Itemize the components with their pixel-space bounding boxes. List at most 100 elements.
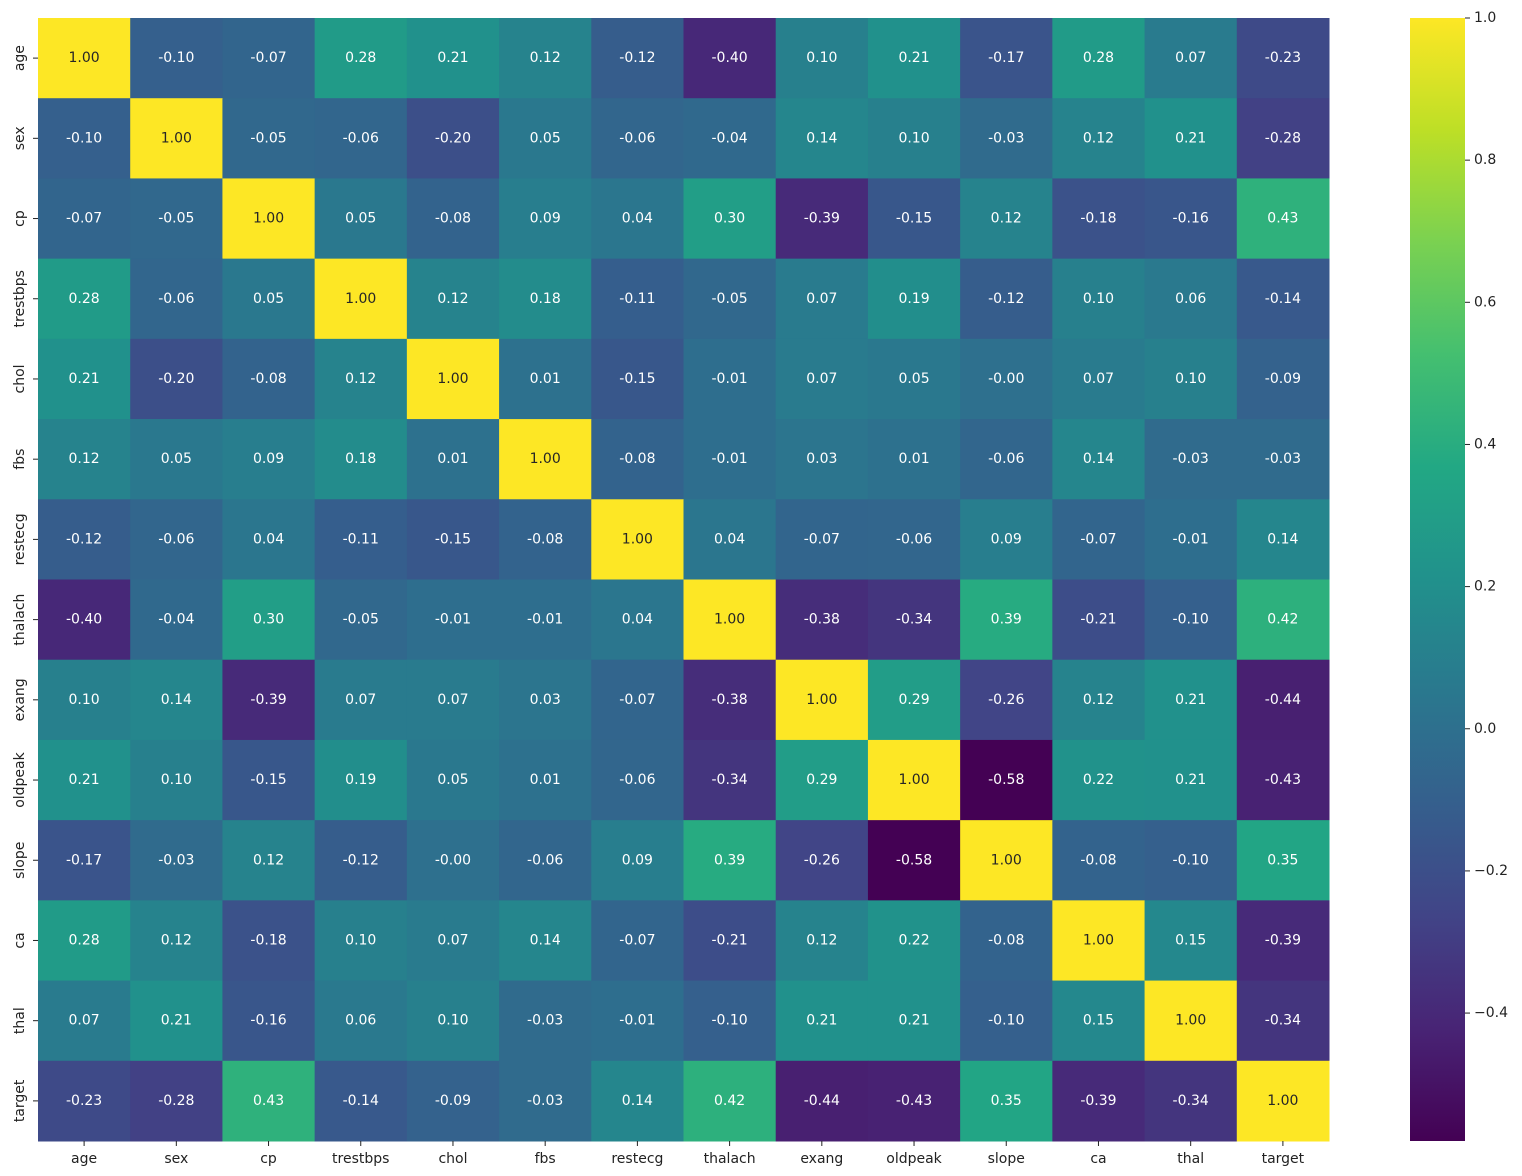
heatmap-cell <box>1236 178 1330 260</box>
cell-label: 0.09 <box>530 211 561 227</box>
cell-label: -0.12 <box>619 50 655 66</box>
cell-label: 0.12 <box>991 211 1022 227</box>
y-tick-label: thal <box>12 1007 28 1034</box>
cell-label: -0.39 <box>1080 1093 1116 1109</box>
cell-label: 0.39 <box>714 852 745 868</box>
heatmap-cell <box>314 820 408 901</box>
colorbar-tick-label: 0.8 <box>1474 152 1496 168</box>
heatmap-cell <box>1052 18 1146 99</box>
cell-label: 0.05 <box>530 130 561 146</box>
cell-label: -0.58 <box>988 772 1024 788</box>
heatmap-cell <box>222 338 316 420</box>
heatmap-cell <box>1144 820 1238 901</box>
cell-label: -0.10 <box>988 1013 1024 1029</box>
cell-label: -0.20 <box>435 130 471 146</box>
cell-label: -0.06 <box>896 531 932 547</box>
cell-label: -0.08 <box>435 211 471 227</box>
cell-label: -0.03 <box>1173 451 1209 467</box>
heatmap-cell <box>775 739 869 821</box>
heatmap-cell <box>960 338 1053 420</box>
cell-label: 0.39 <box>991 612 1022 628</box>
heatmap-cell <box>1144 739 1238 821</box>
cell-label: 0.21 <box>898 1013 929 1029</box>
heatmap-cell <box>960 900 1053 982</box>
cell-label: 0.10 <box>898 130 929 146</box>
cell-label: 0.21 <box>1175 692 1206 708</box>
cell-label: -0.07 <box>250 50 286 66</box>
cell-label: 0.05 <box>437 772 468 788</box>
heatmap-cell <box>960 258 1053 340</box>
cell-label: -0.15 <box>896 211 932 227</box>
heatmap-cell <box>314 338 408 420</box>
cell-label: -0.05 <box>250 130 286 146</box>
heatmap-cell <box>499 178 592 260</box>
y-tick-label: ca <box>12 932 28 948</box>
heatmap-cell <box>683 258 777 340</box>
cell-label: -0.39 <box>250 692 286 708</box>
cell-label: -0.11 <box>619 291 655 307</box>
colorbar-tick-label: 1.0 <box>1474 10 1496 26</box>
x-tick-label: oldpeak <box>886 1151 942 1167</box>
cell-label: -0.08 <box>1080 852 1116 868</box>
cell-label: -0.03 <box>1265 451 1301 467</box>
cell-label: -0.05 <box>158 211 194 227</box>
heatmap-cell <box>1052 739 1146 821</box>
heatmap-cell <box>1144 98 1238 179</box>
cell-label: -0.43 <box>1265 772 1301 788</box>
heatmap-cell <box>499 419 592 500</box>
cell-label: 0.10 <box>806 50 837 66</box>
cell-label: -0.23 <box>66 1093 102 1109</box>
cell-label: -0.08 <box>619 451 655 467</box>
heatmap-cell <box>222 659 316 741</box>
heatmap-cell <box>1144 579 1238 661</box>
heatmap-cell <box>406 419 500 500</box>
cell-label: 1.00 <box>714 612 745 628</box>
cell-label: 0.07 <box>1175 50 1206 66</box>
colorbar-tick-label: 0.6 <box>1474 294 1496 310</box>
heatmap-cell <box>222 579 316 661</box>
cell-label: -0.07 <box>804 531 840 547</box>
heatmap-cell <box>1052 1060 1146 1142</box>
heatmap-cell <box>406 900 500 982</box>
heatmap-cell <box>222 980 316 1062</box>
cell-label: -0.38 <box>711 692 747 708</box>
y-tick-label: target <box>12 1079 28 1122</box>
heatmap-cell <box>1144 18 1238 99</box>
cell-label: 0.12 <box>345 371 376 387</box>
heatmap-cell <box>1052 900 1146 982</box>
cell-label: 1.00 <box>530 451 561 467</box>
cell-label: 0.06 <box>1175 291 1206 307</box>
cell-label: -0.17 <box>988 50 1024 66</box>
cell-label: 0.14 <box>622 1093 653 1109</box>
cell-label: -0.07 <box>619 692 655 708</box>
heatmap-cell <box>775 579 869 661</box>
heatmap-cell <box>1236 499 1330 580</box>
heatmap-cell <box>775 1060 869 1142</box>
heatmap-cell <box>775 338 869 420</box>
colorbar <box>1410 18 1465 1141</box>
heatmap-cell <box>130 18 223 99</box>
cell-label: -0.40 <box>66 612 102 628</box>
cell-label: -0.00 <box>988 371 1024 387</box>
x-tick-label: chol <box>438 1151 467 1167</box>
y-tick-label: fbs <box>12 449 28 470</box>
heatmap-cell <box>775 419 869 500</box>
heatmap-cell <box>1236 18 1330 99</box>
heatmap-cell <box>591 178 684 260</box>
y-tick-label: oldpeak <box>12 751 28 807</box>
heatmap-cell <box>1052 820 1146 901</box>
cell-label: 0.12 <box>69 451 100 467</box>
cell-label: 0.10 <box>1083 291 1114 307</box>
cell-label: 0.04 <box>622 211 653 227</box>
heatmap-cell <box>38 338 131 420</box>
cell-label: -0.39 <box>1265 932 1301 948</box>
cell-label: 0.21 <box>69 371 100 387</box>
cell-label: -0.34 <box>896 612 932 628</box>
heatmap-cell <box>683 900 777 982</box>
cell-label: -0.07 <box>619 932 655 948</box>
cell-label: 0.28 <box>69 291 100 307</box>
cell-label: 1.00 <box>1083 932 1114 948</box>
cell-label: -0.07 <box>1080 531 1116 547</box>
y-tick-label: age <box>12 45 28 71</box>
heatmap-cell <box>867 258 961 340</box>
